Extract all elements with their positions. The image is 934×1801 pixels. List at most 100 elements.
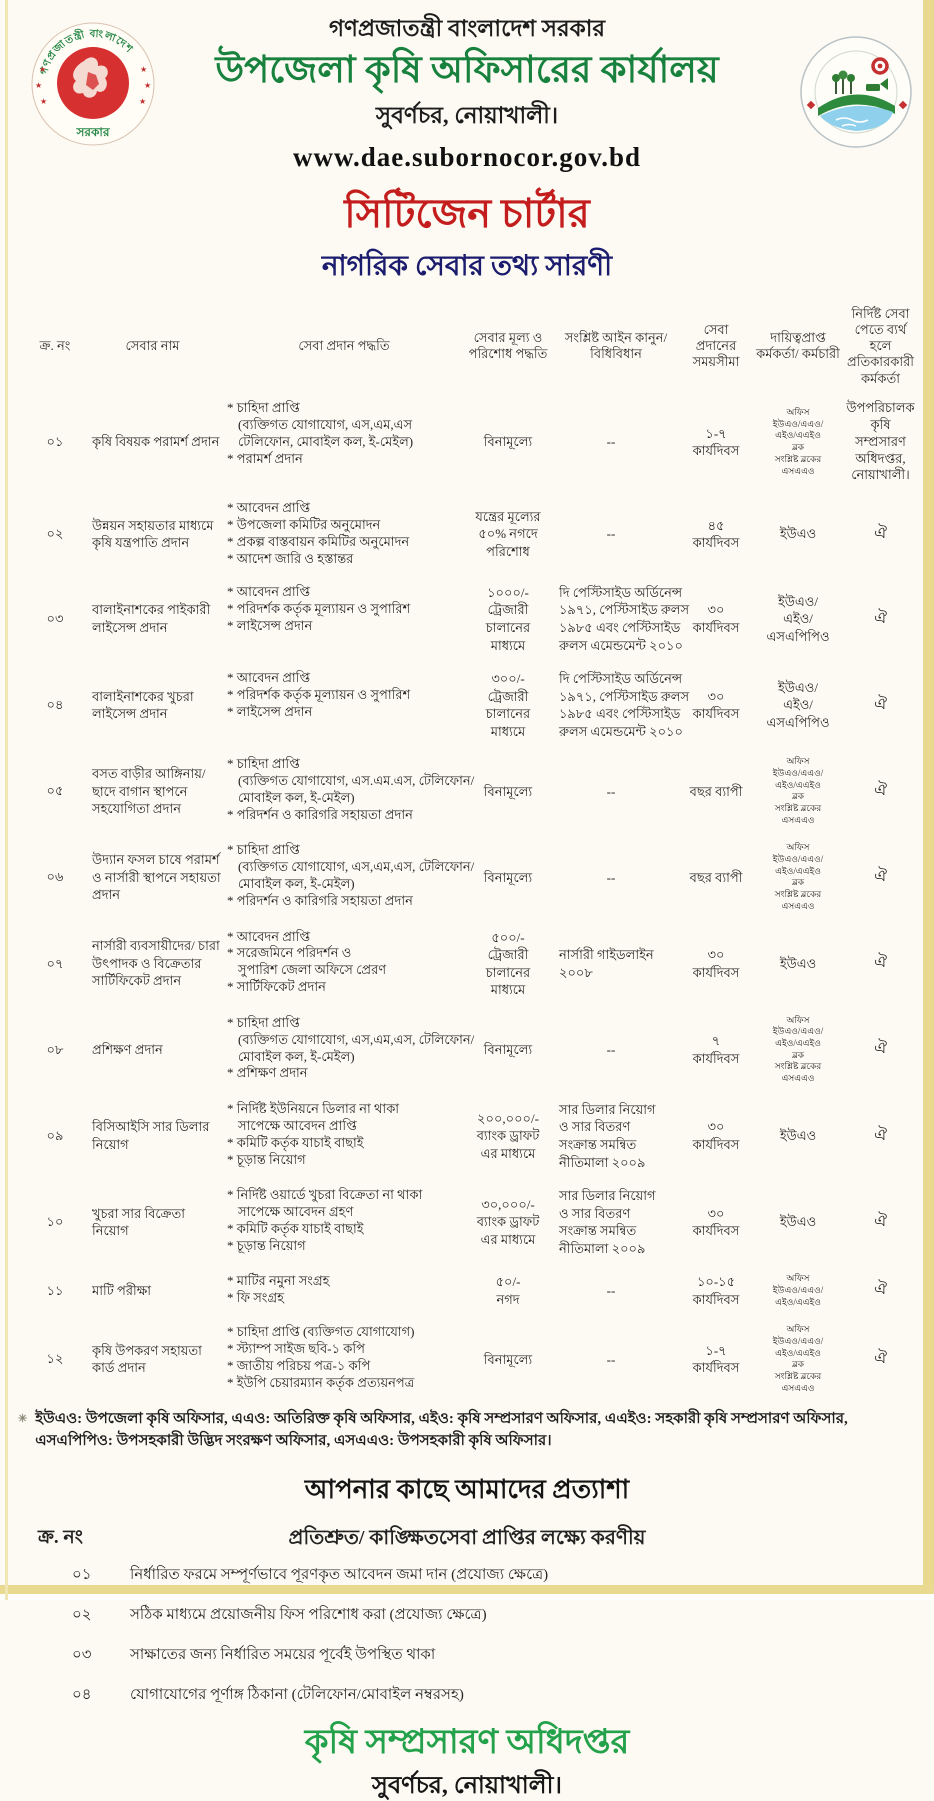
dae-river-shape [820, 105, 893, 131]
service-method: * চাহিদা প্রাপ্তি (ব্যক্তিগত যোগাযোগ, এস,… [225, 1014, 475, 1086]
table-column-header-2: সেবা প্রদান পদ্ধতি [298, 338, 390, 354]
dae-sun-center [877, 63, 883, 69]
service-serial: ১০ [46, 1214, 64, 1230]
service-price-line: বিনামূল্যে [483, 869, 533, 885]
service-serial: ০৭ [46, 955, 64, 971]
service-method-line: (ব্যক্তিগত যোগাযোগ, এস,এম,এস, টেলিফোন/ [238, 1031, 475, 1047]
service-officer-line: ইউএও/ [778, 679, 818, 695]
service-name: উন্নয়ন সহায়তার মাধ্যমে কৃষি যন্ত্রপাতি… [92, 517, 214, 551]
dae-river-waves [835, 117, 869, 127]
service-method-line: * ইউপি চেয়ারম্যান কর্তৃক প্রত্যয়নপত্র [227, 1375, 415, 1390]
footer-location: সুবর্ণচর, নোয়াখালী। [371, 1772, 563, 1799]
service-law-line: -- [606, 1283, 616, 1298]
service-method-line: * আদেশ জারি ও হস্তান্তর [227, 551, 354, 567]
service-timeline-line: বছর ব্যাপী [689, 783, 743, 799]
service-price-line: ট্রেজারী [487, 688, 529, 704]
service-name: বিসিআইসি সার ডিলার নিয়োগ [92, 1119, 210, 1152]
footnote-marker-icon: ✳ [18, 1413, 28, 1426]
service-price-line: ৩০,০০০/- [481, 1196, 535, 1212]
expectation-item-serial: ০৪ [72, 1686, 92, 1703]
service-law-line: ১৯৮৫ এবং পেস্টিসাইড [559, 706, 681, 722]
expectation-item-text: যোগাযোগের পূর্ণাঙ্গ ঠিকানা (টেলিফোন/মোবা… [130, 1686, 464, 1703]
expectation-column-title: প্রতিশ্রুত/ কাঙ্ক্ষিতসেবা প্রাপ্তির লক্ষ… [288, 1526, 646, 1549]
government-line: গণপ্রজাতন্ত্রী বাংলাদেশ সরকার [328, 16, 606, 41]
expectation-header-row: ক্র. নং প্রতিশ্রুত/ কাঙ্ক্ষিতসেবা প্রাপ্… [0, 1523, 934, 1553]
service-remedy-officer: ঐ [843, 1014, 918, 1086]
service-law-line: দি পেস্টিসাইড অর্ডিনেন্স [559, 671, 683, 687]
service-law-line: ১৯৭১, পেস্টিসাইড রুলস [559, 602, 690, 618]
service-remedy-officer-line: ঐ [874, 781, 887, 799]
service-remedy-officer-line: ঐ [874, 1126, 887, 1144]
service-remedy-officer: ঐ [843, 669, 918, 741]
service-name: কৃষি বিষয়ক পরামর্শ প্রদান [92, 434, 220, 450]
service-method-line: * আবেদন প্রাপ্তি [227, 583, 311, 599]
service-row-১২: ১২ কৃষি উপকরণ সহায়তা কার্ড প্রদান * চাহিদ… [30, 1323, 918, 1395]
service-method-line: * আবেদন প্রাপ্তি [227, 670, 311, 686]
service-method-line: (ব্যক্তিগত যোগাযোগ, এস,এম,এস, টেলিফোন/ [238, 859, 475, 875]
service-law-line: ১৯৭১, পেস্টিসাইড রুলস [559, 688, 690, 704]
service-officer-line: অফিস [786, 1273, 810, 1284]
service-price-line: মাধ্যমে [490, 723, 526, 739]
service-officer-line: এসএএও [781, 1382, 815, 1393]
service-officer-line: এইও/এএইও [775, 430, 821, 441]
service-officer: অফিস ইউএও/এএও/এইও/এএইও ব্লক সংশ্লিষ্ট ব্লকে… [753, 841, 843, 913]
service-law: নার্সারী গাইডলাইন ২০০৮ [553, 928, 679, 1000]
service-officer-line: সংশ্লিষ্ট ব্লকের [774, 453, 822, 464]
expectation-item-০১: ০১ নির্ধারিত ফরমে সম্পূর্ণভাবে পূরণকৃত আব… [0, 1563, 934, 1588]
service-price-line: চালানের [485, 620, 531, 636]
service-serial: ০৫ [46, 783, 64, 799]
service-timeline-line: ৩০ [707, 1119, 725, 1135]
service-officer-line: ব্লক [791, 791, 805, 802]
service-officer-line: অফিস [786, 1014, 810, 1025]
service-timeline: ৩০ কার্যদিবস [679, 583, 753, 655]
service-officer-line: ইউএও/এএও/ [772, 1336, 824, 1347]
service-method: * চাহিদা প্রাপ্তি (ব্যক্তিগত যোগাযোগ, এস.… [225, 755, 474, 827]
service-law-line: দি পেস্টিসাইড অর্ডিনেন্স [559, 584, 683, 600]
service-price-line: ৫০% নগদে [478, 526, 538, 542]
service-serial: ০৪ [46, 697, 64, 713]
service-remedy-officer: ঐ [843, 1272, 918, 1309]
office-website-url: www.dae.subornocor.gov.bd [292, 142, 642, 173]
service-remedy-officer-line: নোয়াখালী। [851, 467, 910, 483]
charter-title: সিটিজেন চার্টার [344, 191, 590, 237]
service-method-line: * চূড়ান্ত নিয়োগ [227, 1151, 306, 1167]
service-method-line: * লাইসেন্স প্রদান [227, 703, 313, 719]
table-column-header-3: সেবার মূল্য ও পরিশোধ পদ্ধতি [468, 330, 548, 362]
service-method-line: * স্ট্যাম্প সাইজ ছবি-১ কপি [227, 1341, 365, 1357]
service-law-line: সার ডিলার নিয়োগ [559, 1188, 656, 1204]
service-timeline-line: ৩০ [707, 947, 725, 963]
service-serial: ০২ [46, 526, 64, 542]
charter-subtitle: নাগরিক সেবার তথ্য সারণী [321, 251, 613, 283]
service-method-line: * প্রকল্প বাস্তবায়ন কমিটির অনুমোদন [227, 534, 410, 550]
service-law-line: সংক্রান্ত সমন্বিত [559, 1223, 637, 1239]
service-method: * চাহিদা প্রাপ্তি (ব্যক্তিগত যোগাযোগ) * স… [225, 1323, 463, 1395]
document-footer: কৃষি সম্প্রসারণ অধিদপ্তর সুবর্ণচর, নোয়া… [0, 1723, 934, 1801]
service-law: সার ডিলার নিয়োগ ও সার বিতরণ সংক্রান্ত সমন… [553, 1186, 679, 1258]
service-law: -- [553, 1323, 679, 1395]
service-timeline-line: কার্যদিবস [692, 706, 740, 722]
service-remedy-officer-line: উপপরিচালক [846, 399, 915, 415]
service-price-line: ৫০/- [495, 1274, 521, 1290]
service-serial: ০১ [46, 434, 64, 449]
table-column-header-4: সংশ্লিষ্ট আইন কানুন/ বিধিবিধান [564, 330, 668, 362]
seal-bottom-text: সরকার [75, 125, 109, 139]
service-price-line: বিনামূল্যে [483, 434, 533, 450]
table-column-header-6: দায়িত্বপ্রাপ্ত কর্মকর্তা/ কর্মচারী [756, 330, 840, 362]
service-name: বসত বাড়ীর আঙ্গিনায়/ ছাদে বাগান স্থাপনে… [92, 766, 206, 817]
service-officer-line: এইও/এএইও [775, 1038, 821, 1049]
service-price-line: ৩০০/- [491, 671, 525, 687]
service-price: ৫০/- নগদ [463, 1272, 553, 1309]
service-method-line: * উপজেলা কমিটির অনুমোদন [227, 517, 381, 533]
dae-department-logo-icon [800, 36, 912, 148]
service-price: ৫০০/- ট্রেজারী চালানের মাধ্যমে [463, 928, 553, 1000]
service-timeline-line: কার্যদিবস [692, 1291, 740, 1307]
service-officer-line: সংশ্লিষ্ট ব্লকের [774, 803, 822, 814]
seal-star-left-3: ★ [40, 97, 47, 106]
service-method-line: সাপেক্ষে আবেদন প্রাপ্তি [238, 1117, 357, 1133]
service-timeline: বছর ব্যাপী [679, 755, 753, 827]
service-row-০৫: ০৫ বসত বাড়ীর আঙ্গিনায়/ ছাদে বাগান স্থাপ… [30, 755, 918, 827]
service-timeline-line: কার্যদিবস [692, 1136, 740, 1152]
service-officer-line: ইউএও [779, 1214, 817, 1230]
table-column-header-5: সেবা প্রদানের সময়সীমা [692, 321, 740, 370]
service-row-০৯: ০৯ বিসিআইসি সার ডিলার নিয়োগ * নির্দিষ্ট ই… [30, 1100, 918, 1172]
